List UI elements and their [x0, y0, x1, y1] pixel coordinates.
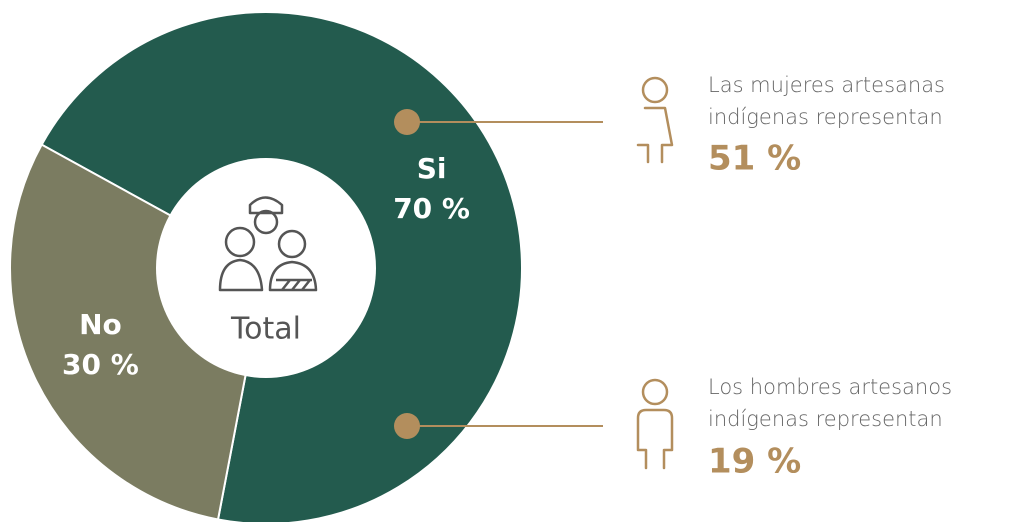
annotation-text: Las mujeres artesanas	[708, 73, 945, 97]
callout-dot	[394, 413, 420, 439]
slice-category: Si	[417, 152, 447, 185]
callout-women: Las mujeres artesanas indígenas represen…	[394, 73, 945, 179]
donut-hole	[156, 158, 376, 378]
slice-value-label: 70 %	[393, 192, 470, 225]
callout-men: Los hombres artesanos indígenas represen…	[394, 375, 952, 482]
annotation-text: indígenas representan	[708, 105, 943, 129]
woman-icon	[636, 76, 674, 164]
slice-category: No	[79, 308, 122, 341]
annotation-value: 19 %	[708, 442, 801, 482]
center-label: Total	[230, 312, 301, 347]
callout-dot	[394, 109, 420, 135]
slice-value-label: 30 %	[62, 348, 139, 381]
annotation-value: 51 %	[708, 139, 801, 179]
annotation-text: Los hombres artesanos	[708, 375, 952, 399]
man-icon	[636, 378, 674, 470]
people-icon	[218, 196, 318, 292]
annotation-text: indígenas representan	[708, 407, 943, 431]
